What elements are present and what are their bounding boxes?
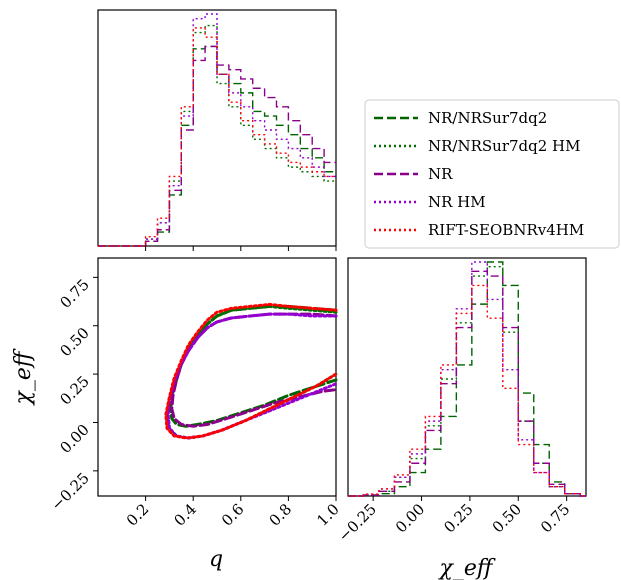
chi-x-tick-label: 0.25 bbox=[440, 500, 476, 536]
contour-line-3 bbox=[166, 312, 338, 440]
chi-y-tick-label: 0.75 bbox=[56, 275, 92, 311]
panel-frame-contour bbox=[97, 257, 337, 497]
legend-label: NR/NRSur7dq2 HM bbox=[428, 137, 581, 155]
legend-label: NR HM bbox=[428, 193, 486, 211]
chi-x-tick-label: 0.75 bbox=[537, 500, 573, 536]
chi-x-tick-label: −0.25 bbox=[335, 500, 380, 545]
chi-y-tick-label: 0.50 bbox=[56, 324, 92, 360]
legend-label: RIFT-SEOBNRv4HM bbox=[428, 221, 584, 239]
y-axis-label-chi-eff: χ_eff bbox=[11, 348, 36, 406]
x-axis-label-chi-eff: χ_eff bbox=[438, 556, 496, 580]
q-tick-label: 1.0 bbox=[313, 500, 343, 530]
q-tick-label: 0.2 bbox=[123, 500, 153, 530]
q-tick-label: 0.8 bbox=[266, 500, 296, 530]
contour-line-4 bbox=[164, 302, 338, 440]
q-tick-label: 0.6 bbox=[218, 500, 248, 530]
q-histogram-series bbox=[98, 13, 336, 247]
chi-y-tick-label: 0.25 bbox=[56, 372, 92, 408]
legend-label: NR/NRSur7dq2 bbox=[428, 109, 547, 127]
legend: NR/NRSur7dq2 NR/NRSur7dq2 HM NR NR HM RIFT-S… bbox=[364, 99, 620, 249]
q-hist-line-3 bbox=[98, 13, 336, 247]
chi-hist-line-0 bbox=[348, 261, 586, 497]
panel-frame-q-hist bbox=[97, 9, 337, 247]
contour-series bbox=[164, 302, 338, 440]
chi-x-tick-label: 0.50 bbox=[489, 500, 525, 536]
chi-hist-line-2 bbox=[348, 270, 586, 497]
legend-box bbox=[364, 99, 620, 249]
chi-y-tick-label: 0.00 bbox=[56, 421, 92, 457]
q-hist-line-4 bbox=[98, 27, 336, 247]
chi-y-tick-label: −0.25 bbox=[48, 469, 93, 514]
chi-hist-line-1 bbox=[348, 265, 586, 497]
chi-hist-line-3 bbox=[348, 261, 586, 497]
chi-x-tick-label: 0.00 bbox=[392, 500, 428, 536]
chi-eff-histogram-series bbox=[348, 261, 586, 497]
q-hist-line-2 bbox=[98, 45, 336, 247]
chi-hist-line-4 bbox=[348, 284, 586, 497]
panel-frame-chi-hist bbox=[347, 257, 587, 497]
q-tick-label: 0.4 bbox=[170, 500, 200, 530]
contour-line-2 bbox=[170, 312, 338, 428]
contour-line-0 bbox=[169, 304, 338, 428]
legend-label: NR bbox=[428, 165, 453, 183]
x-axis-label-q: q bbox=[209, 547, 223, 572]
